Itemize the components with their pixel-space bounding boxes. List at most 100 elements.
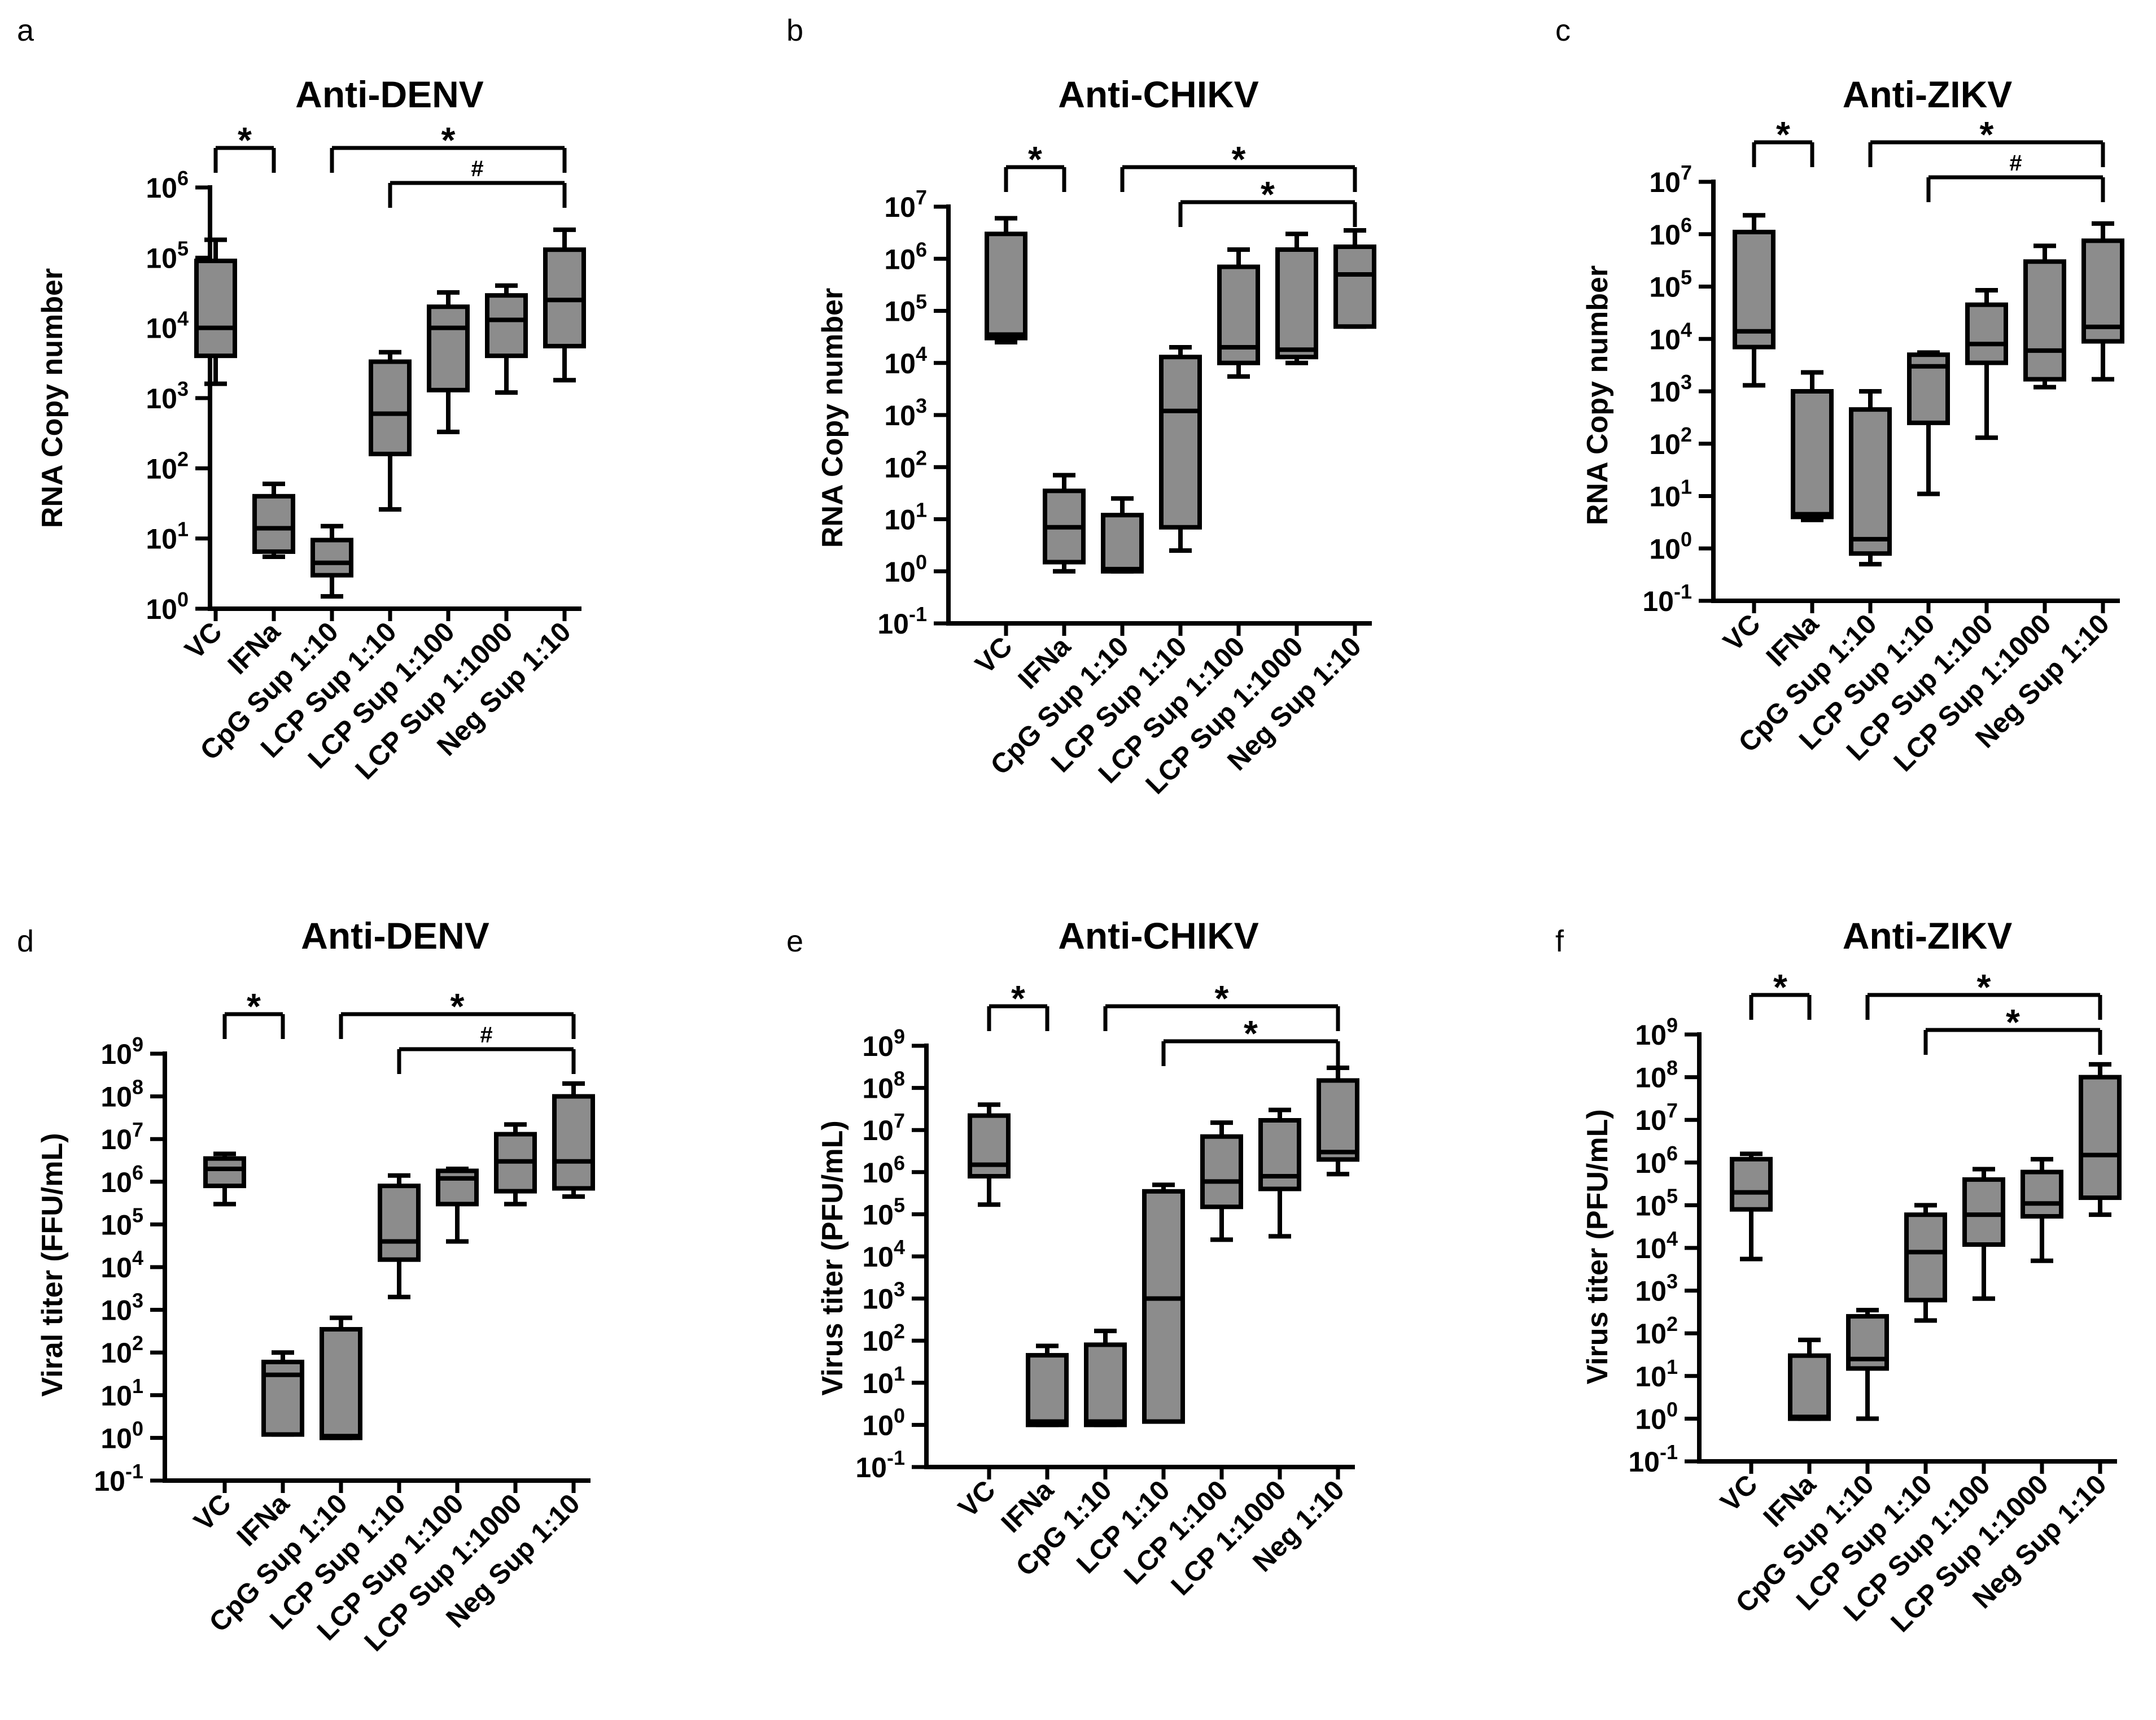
significance-symbol: * [1773,967,1787,1007]
panel-b: b Anti-CHIKV RNA Copy number 10-1 100 101 102 1… [786,14,1376,800]
box-iqr [1333,244,1376,329]
significance-symbol: # [471,156,483,181]
chart-title: Anti-ZIKV [1843,915,2013,957]
panel-c: c Anti-ZIKV RNA Copy number 10-1 100 101 102 10… [1555,14,2124,778]
box-1: IFNa [1761,370,1834,673]
y-tick-label: 103 [862,1278,905,1315]
box-1: IFNa [222,481,295,680]
x-tick-label: VC [1717,609,1766,657]
y-tick-label: 106 [884,238,927,275]
box-iqr [252,494,295,554]
y-tick-label: 107 [100,1118,143,1155]
significance-symbol: # [480,1023,492,1047]
box-iqr [1962,1177,2005,1247]
y-tick-label: 104 [1649,318,1692,355]
y-tick-label: 104 [862,1236,905,1273]
significance-bracket: * [1004,139,1066,192]
y-tick-label: 102 [1649,423,1692,460]
box-iqr [2021,1169,2063,1219]
y-tick-label: 107 [1635,1099,1678,1136]
y-axis-label: RNA Copy number [1581,265,1614,525]
y-tick-label: 100 [100,1417,143,1454]
y-tick-label: 107 [862,1109,905,1146]
box-iqr [1159,355,1202,530]
y-tick-label: 106 [1649,213,1692,251]
y-tick-label: 101 [862,1362,905,1399]
y-axis-label: RNA Copy number [36,268,69,528]
chart-title: Anti-DENV [301,915,489,957]
x-tick-label: VC [969,631,1018,680]
y-tick-label: 108 [1635,1057,1678,1094]
y-tick-label: 105 [100,1203,143,1241]
y-tick-label: 107 [1649,161,1692,198]
y-tick-label: 108 [100,1076,143,1113]
significance-symbol: * [247,986,261,1027]
panel-f: f Anti-ZIKV Virus titer (PFU/mL) 10-1 100 101… [1555,915,2122,1638]
significance-bracket: * [1923,1002,2102,1055]
panel-e: e Anti-CHIKV Virus titer (PFU/mL) 10-1 100 10… [786,915,1359,1601]
y-tick-label: 102 [1635,1312,1678,1350]
y-tick-label: 100 [146,588,189,625]
significance-bracket: * [1749,967,1812,1020]
y-tick-label: 100 [884,551,927,588]
box-iqr [2081,238,2124,344]
y-tick-label: 100 [1649,527,1692,565]
box-iqr [2023,259,2066,382]
y-tick-label: 101 [1635,1355,1678,1392]
y-tick-label: 103 [1635,1270,1678,1307]
y-tick-label: 105 [146,237,189,274]
panel-label: b [786,14,803,47]
box-iqr [1849,407,1892,556]
x-tick-label: VC [952,1475,1001,1523]
y-tick-label: 102 [862,1320,905,1357]
y-tick-label: 109 [862,1025,905,1062]
box-iqr [1026,1353,1069,1427]
y-tick-label: 103 [1649,370,1692,408]
significance-bracket: * [222,986,285,1039]
y-tick-label: 105 [1649,266,1692,303]
y-tick-label: 10-1 [877,603,927,640]
significance-bracket: # [397,1023,576,1074]
significance-bracket: * [1868,114,2105,167]
y-tick-label: 101 [884,499,927,536]
panel-a: a Anti-DENV RNA Copy number 100 101 102 103 104… [17,14,586,785]
significance-bracket: * [339,986,576,1039]
y-tick-label: 104 [884,342,927,379]
y-tick-label: 10-1 [855,1446,905,1483]
box-iqr [1791,389,1834,520]
y-tick-label: 100 [862,1404,905,1441]
box-1: IFNa [1013,473,1086,695]
y-axis-label: RNA Copy number [816,288,849,548]
significance-symbol: * [1261,174,1275,215]
significance-symbol: * [1215,978,1229,1019]
box-iqr [1200,1134,1243,1210]
significance-symbol: * [238,120,252,160]
significance-bracket: # [1926,151,2105,202]
box-iqr [552,1094,595,1191]
significance-symbol: * [1244,1013,1258,1054]
y-tick-label: 103 [884,394,927,431]
box-iqr [1317,1078,1359,1162]
box-iqr [194,259,237,359]
box-iqr [1258,1118,1301,1191]
box-iqr [1904,1212,1947,1303]
y-tick-label: 100 [1635,1398,1678,1435]
y-tick-label: 103 [146,377,189,414]
y-tick-label: 107 [884,186,927,223]
significance-symbol: * [1232,139,1246,180]
box-iqr [968,1113,1011,1179]
y-axis-label: Viral titer (FFU/mL) [36,1133,69,1396]
significance-bracket: # [388,156,567,208]
chart-title: Anti-ZIKV [1843,73,2013,115]
significance-bracket: * [1161,1013,1340,1066]
significance-symbol: # [2009,151,2022,176]
panel-label: d [17,924,34,958]
box-iqr [436,1168,479,1207]
box-iqr [1142,1189,1185,1424]
box-iqr [203,1156,246,1189]
box-iqr [320,1327,362,1440]
y-tick-label: 106 [1635,1142,1678,1179]
box-iqr [378,1184,421,1262]
box-iqr [2079,1075,2122,1200]
